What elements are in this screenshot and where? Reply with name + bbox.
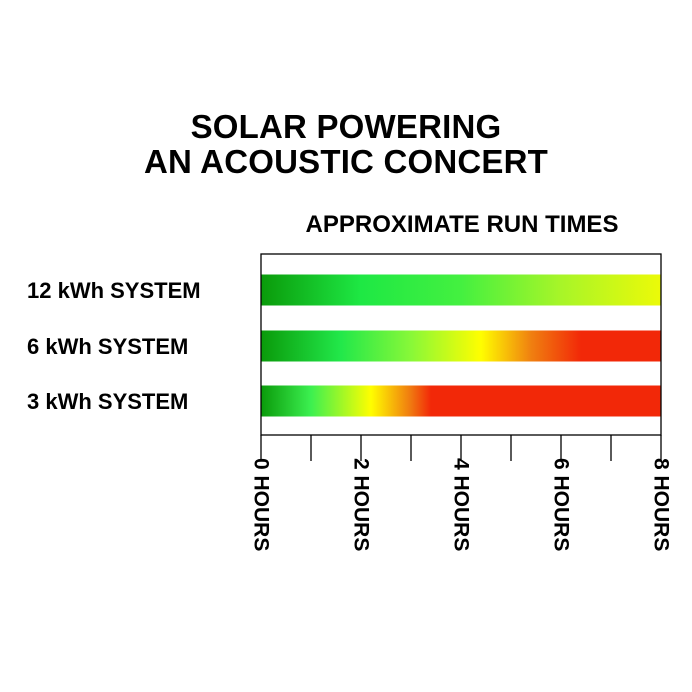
category-label-6-kwh-system: 6 kWh SYSTEM (27, 334, 188, 359)
x-tick-label-8: 8 HOURS (650, 458, 673, 551)
chart-title-line-2: AN ACOUSTIC CONCERT (143, 143, 549, 180)
bar-6-kwh-system (261, 330, 661, 362)
x-axis-ticks (260, 435, 662, 461)
x-tick-label-4: 4 HOURS (450, 458, 473, 551)
x-tick-label-6: 6 HOURS (550, 458, 573, 551)
x-tick-label-2: 2 HOURS (350, 458, 373, 551)
bars-group (261, 274, 661, 417)
chart-subtitle: APPROXIMATE RUN TIMES (306, 211, 619, 238)
x-tick-label-0: 0 HOURS (250, 458, 273, 551)
category-label-12-kwh-system: 12 kWh SYSTEM (27, 278, 201, 303)
chart-title-line-1: SOLAR POWERING (190, 108, 502, 145)
bar-3-kwh-system (261, 385, 661, 417)
category-labels: 12 kWh SYSTEM 6 kWh SYSTEM 3 kWh SYSTEM (27, 278, 201, 414)
x-axis-tick-labels: 0 HOURS 2 HOURS 4 HOURS 6 HOURS 8 HOURS (250, 458, 673, 551)
bar-12-kwh-system (261, 274, 661, 306)
category-label-3-kwh-system: 3 kWh SYSTEM (27, 389, 188, 414)
